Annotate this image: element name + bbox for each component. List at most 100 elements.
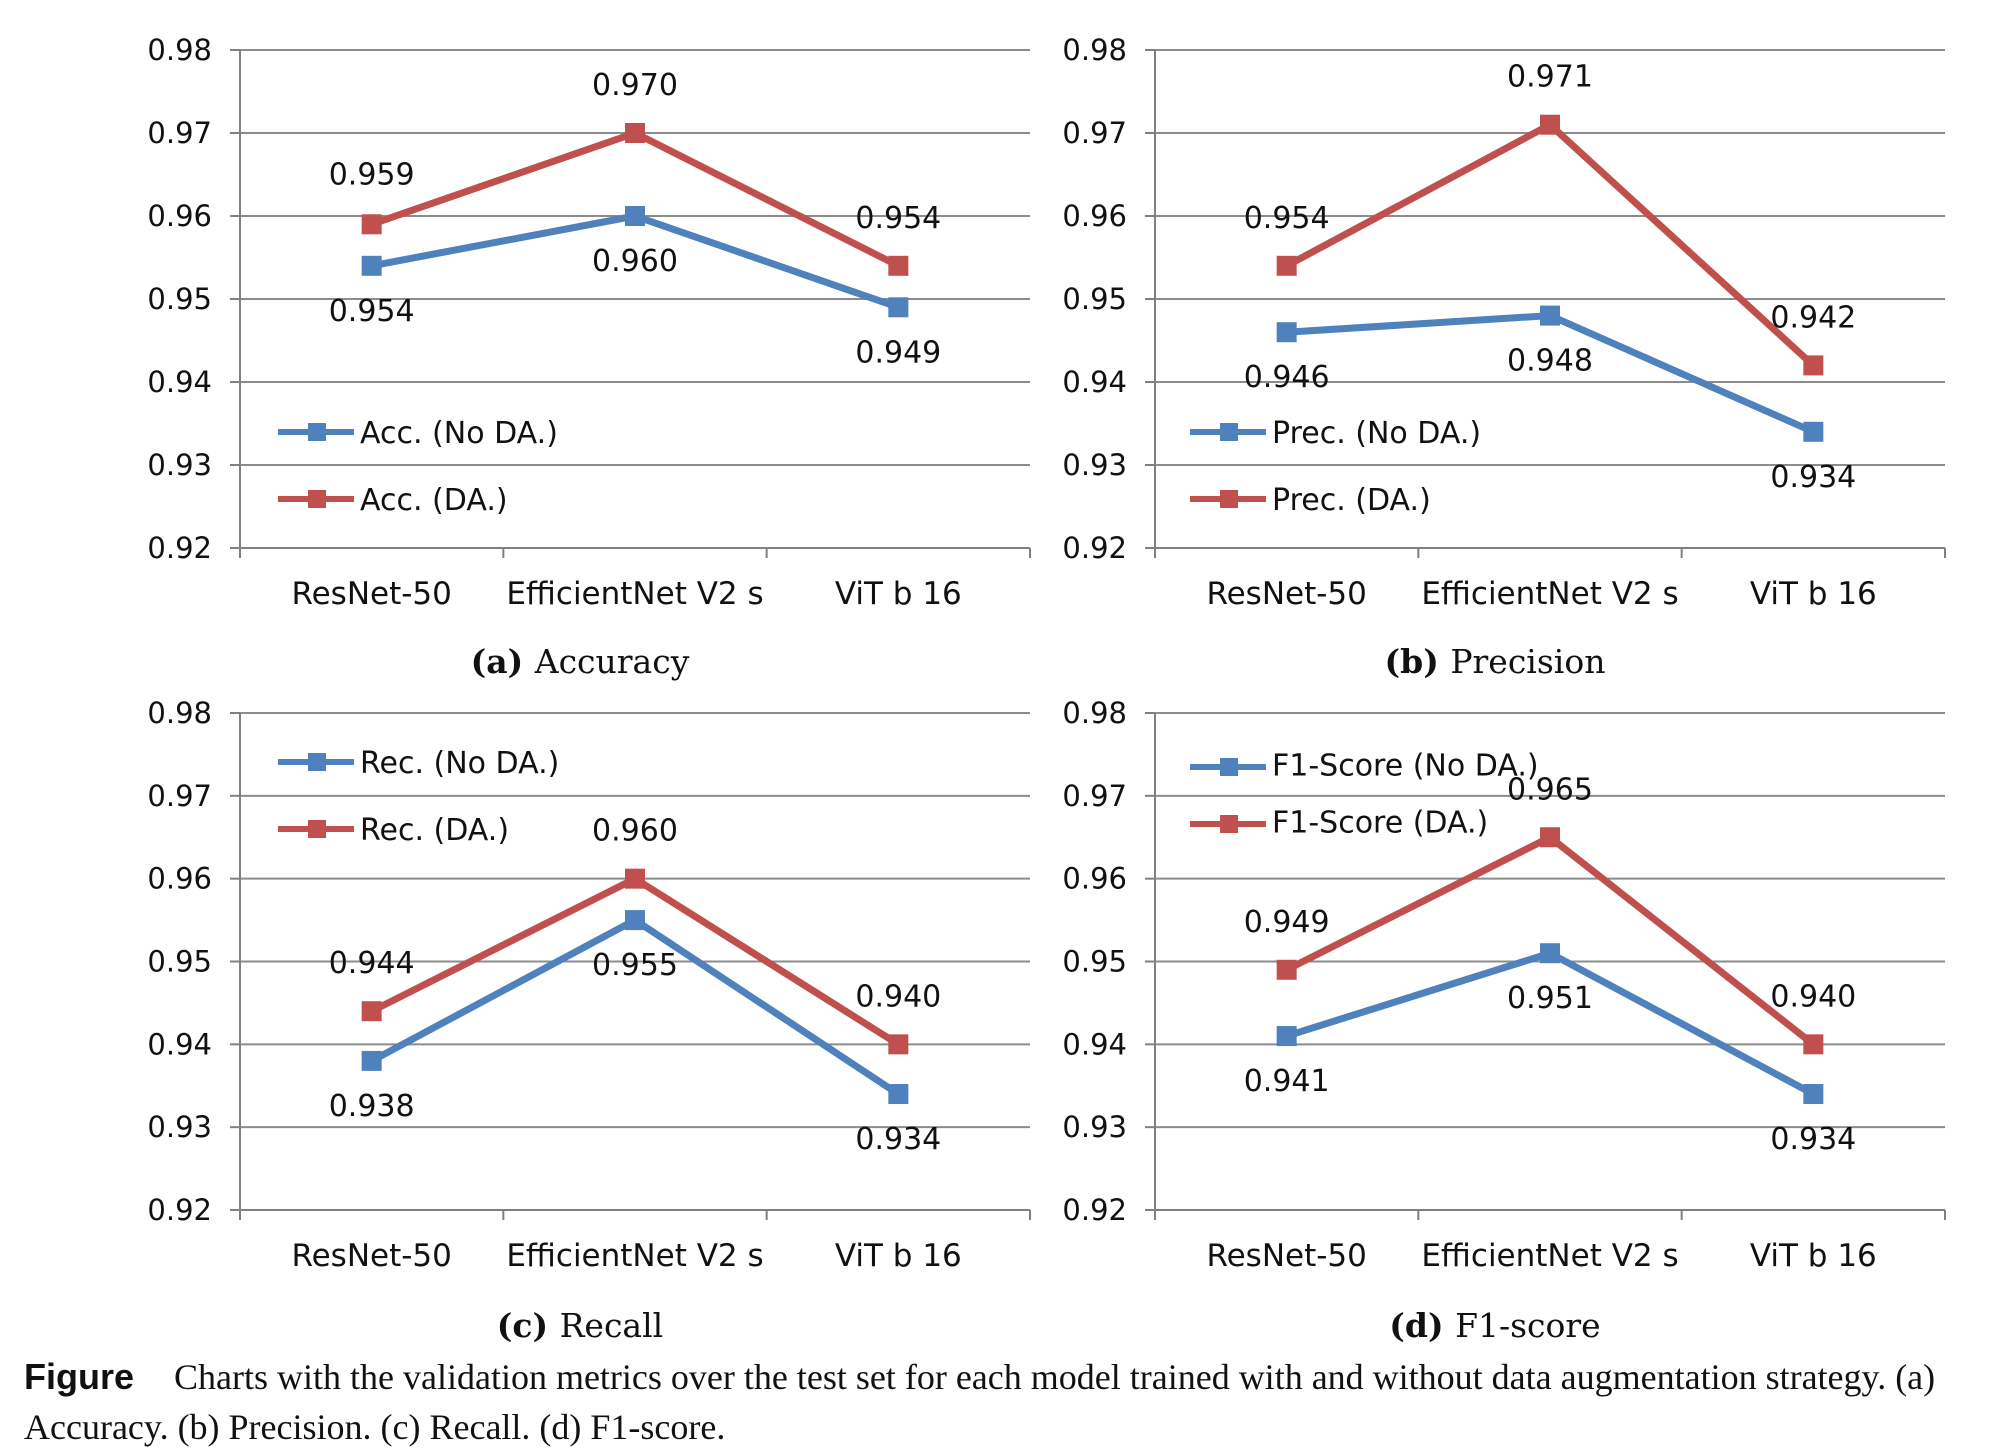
series-line xyxy=(370,916,901,1097)
legend-marker xyxy=(308,753,326,771)
y-tick-label: 0.93 xyxy=(147,1110,212,1144)
y-tick-label: 0.97 xyxy=(147,779,212,813)
data-point xyxy=(625,868,645,889)
x-tick-label: ResNet-50 xyxy=(291,576,451,612)
y-tick-label: 0.92 xyxy=(1062,531,1127,565)
legend-label: Prec. (DA.) xyxy=(1272,483,1431,518)
x-tick-label: EfficientNet V2 s xyxy=(1421,1238,1678,1274)
data-label: 0.955 xyxy=(592,948,678,983)
data-point xyxy=(888,297,909,318)
series-line xyxy=(1285,949,1815,1098)
legend-label: Prec. (No DA.) xyxy=(1272,416,1481,451)
y-tick-label: 0.96 xyxy=(147,862,212,896)
y-tick-label: 0.98 xyxy=(1062,696,1127,730)
data-label: 0.954 xyxy=(329,294,415,329)
x-tick-label: ViT b 16 xyxy=(835,1238,962,1274)
x-tick-label: ViT b 16 xyxy=(1750,1238,1877,1274)
legend-label: Acc. (DA.) xyxy=(360,483,508,518)
y-tick-label: 0.94 xyxy=(147,1027,212,1061)
figure-caption: Figure Charts with the validation metrics… xyxy=(24,1352,1989,1452)
data-point xyxy=(625,206,645,226)
y-tick-label: 0.95 xyxy=(1062,282,1127,316)
y-tick-label: 0.94 xyxy=(1062,365,1127,399)
data-point xyxy=(1540,943,1560,964)
y-tick-label: 0.94 xyxy=(147,365,212,399)
legend-label: Acc. (No DA.) xyxy=(360,416,558,451)
x-tick-label: ViT b 16 xyxy=(835,576,962,612)
data-label: 0.960 xyxy=(592,244,678,279)
panel-caption-title: Recall xyxy=(560,1306,664,1345)
data-point xyxy=(361,255,382,276)
legend-label: Rec. (DA.) xyxy=(360,813,509,848)
data-label: 0.959 xyxy=(329,157,415,192)
data-label: 0.941 xyxy=(1244,1064,1330,1099)
y-tick-label: 0.92 xyxy=(147,1193,212,1227)
y-tick-label: 0.98 xyxy=(147,33,212,67)
data-point xyxy=(1276,959,1297,980)
legend-label: Rec. (No DA.) xyxy=(360,746,559,781)
y-tick-label: 0.95 xyxy=(1062,945,1127,979)
data-point xyxy=(1803,1034,1824,1055)
data-point xyxy=(1276,322,1297,343)
chart-panel-2: 0.92 0.93 0.94 0.95 0.96 0.97 0.98 ResNet-50 Eff… xyxy=(1062,33,1946,681)
data-point xyxy=(1540,114,1560,135)
data-label: 0.934 xyxy=(855,1122,941,1157)
data-label: 0.951 xyxy=(1507,981,1593,1016)
chart-panel-1: 0.92 0.93 0.94 0.95 0.96 0.97 0.98 ResNet-50 Eff… xyxy=(147,33,1031,681)
data-label: 0.940 xyxy=(1770,979,1856,1014)
y-tick-label: 0.95 xyxy=(147,282,212,316)
legend-marker xyxy=(308,820,326,838)
data-point xyxy=(361,1050,382,1071)
legend-marker xyxy=(308,490,326,508)
data-point xyxy=(1276,1026,1297,1047)
panel-caption-label: (a) xyxy=(471,642,535,681)
data-point xyxy=(1276,255,1297,276)
y-tick-label: 0.98 xyxy=(1062,33,1127,67)
x-tick-label: ViT b 16 xyxy=(1750,576,1877,612)
panel-caption: (d) F1-score xyxy=(1389,1306,1600,1345)
chart-panel-4: 0.92 0.93 0.94 0.95 0.96 0.97 0.98 ResNet-50 Eff… xyxy=(1062,696,1946,1345)
y-tick-label: 0.93 xyxy=(1062,448,1127,482)
y-tick-label: 0.92 xyxy=(1062,1193,1127,1227)
data-label: 0.940 xyxy=(855,979,941,1014)
data-label: 0.934 xyxy=(1770,460,1856,495)
y-tick-label: 0.96 xyxy=(147,199,212,233)
data-label: 0.954 xyxy=(855,201,941,236)
data-point xyxy=(1803,1084,1824,1105)
y-tick-label: 0.98 xyxy=(147,696,212,730)
legend-label: F1-Score (No DA.) xyxy=(1272,749,1539,784)
caption-text: Charts with the validation metrics over … xyxy=(24,1357,1936,1447)
data-point xyxy=(888,1034,909,1055)
data-point xyxy=(361,214,382,235)
legend-marker xyxy=(1220,758,1238,776)
x-tick-label: EfficientNet V2 s xyxy=(506,1238,763,1274)
data-point xyxy=(625,910,645,931)
data-label: 0.944 xyxy=(329,946,415,981)
x-tick-label: ResNet-50 xyxy=(1206,1238,1366,1274)
y-tick-label: 0.95 xyxy=(147,945,212,979)
panel-caption: (a) Accuracy xyxy=(471,642,690,681)
data-point xyxy=(888,1084,909,1105)
panel-caption-label: (b) xyxy=(1385,642,1451,681)
y-tick-label: 0.92 xyxy=(147,531,212,565)
legend-marker xyxy=(308,423,326,441)
y-tick-label: 0.94 xyxy=(1062,1027,1127,1061)
data-label: 0.949 xyxy=(855,335,941,370)
x-tick-label: ResNet-50 xyxy=(291,1238,451,1274)
data-point xyxy=(625,123,645,143)
y-tick-label: 0.97 xyxy=(147,116,212,150)
data-label: 0.954 xyxy=(1244,201,1330,236)
x-tick-label: EfficientNet V2 s xyxy=(506,576,763,612)
data-label: 0.970 xyxy=(592,68,678,103)
panel-caption-title: Precision xyxy=(1450,642,1605,681)
data-label: 0.960 xyxy=(592,814,678,849)
data-point xyxy=(1803,421,1824,442)
y-tick-label: 0.97 xyxy=(1062,116,1127,150)
x-tick-label: EfficientNet V2 s xyxy=(1421,576,1678,612)
x-tick-label: ResNet-50 xyxy=(1206,576,1366,612)
legend-marker xyxy=(1220,490,1238,508)
data-point xyxy=(888,255,909,276)
data-label: 0.934 xyxy=(1770,1122,1856,1157)
